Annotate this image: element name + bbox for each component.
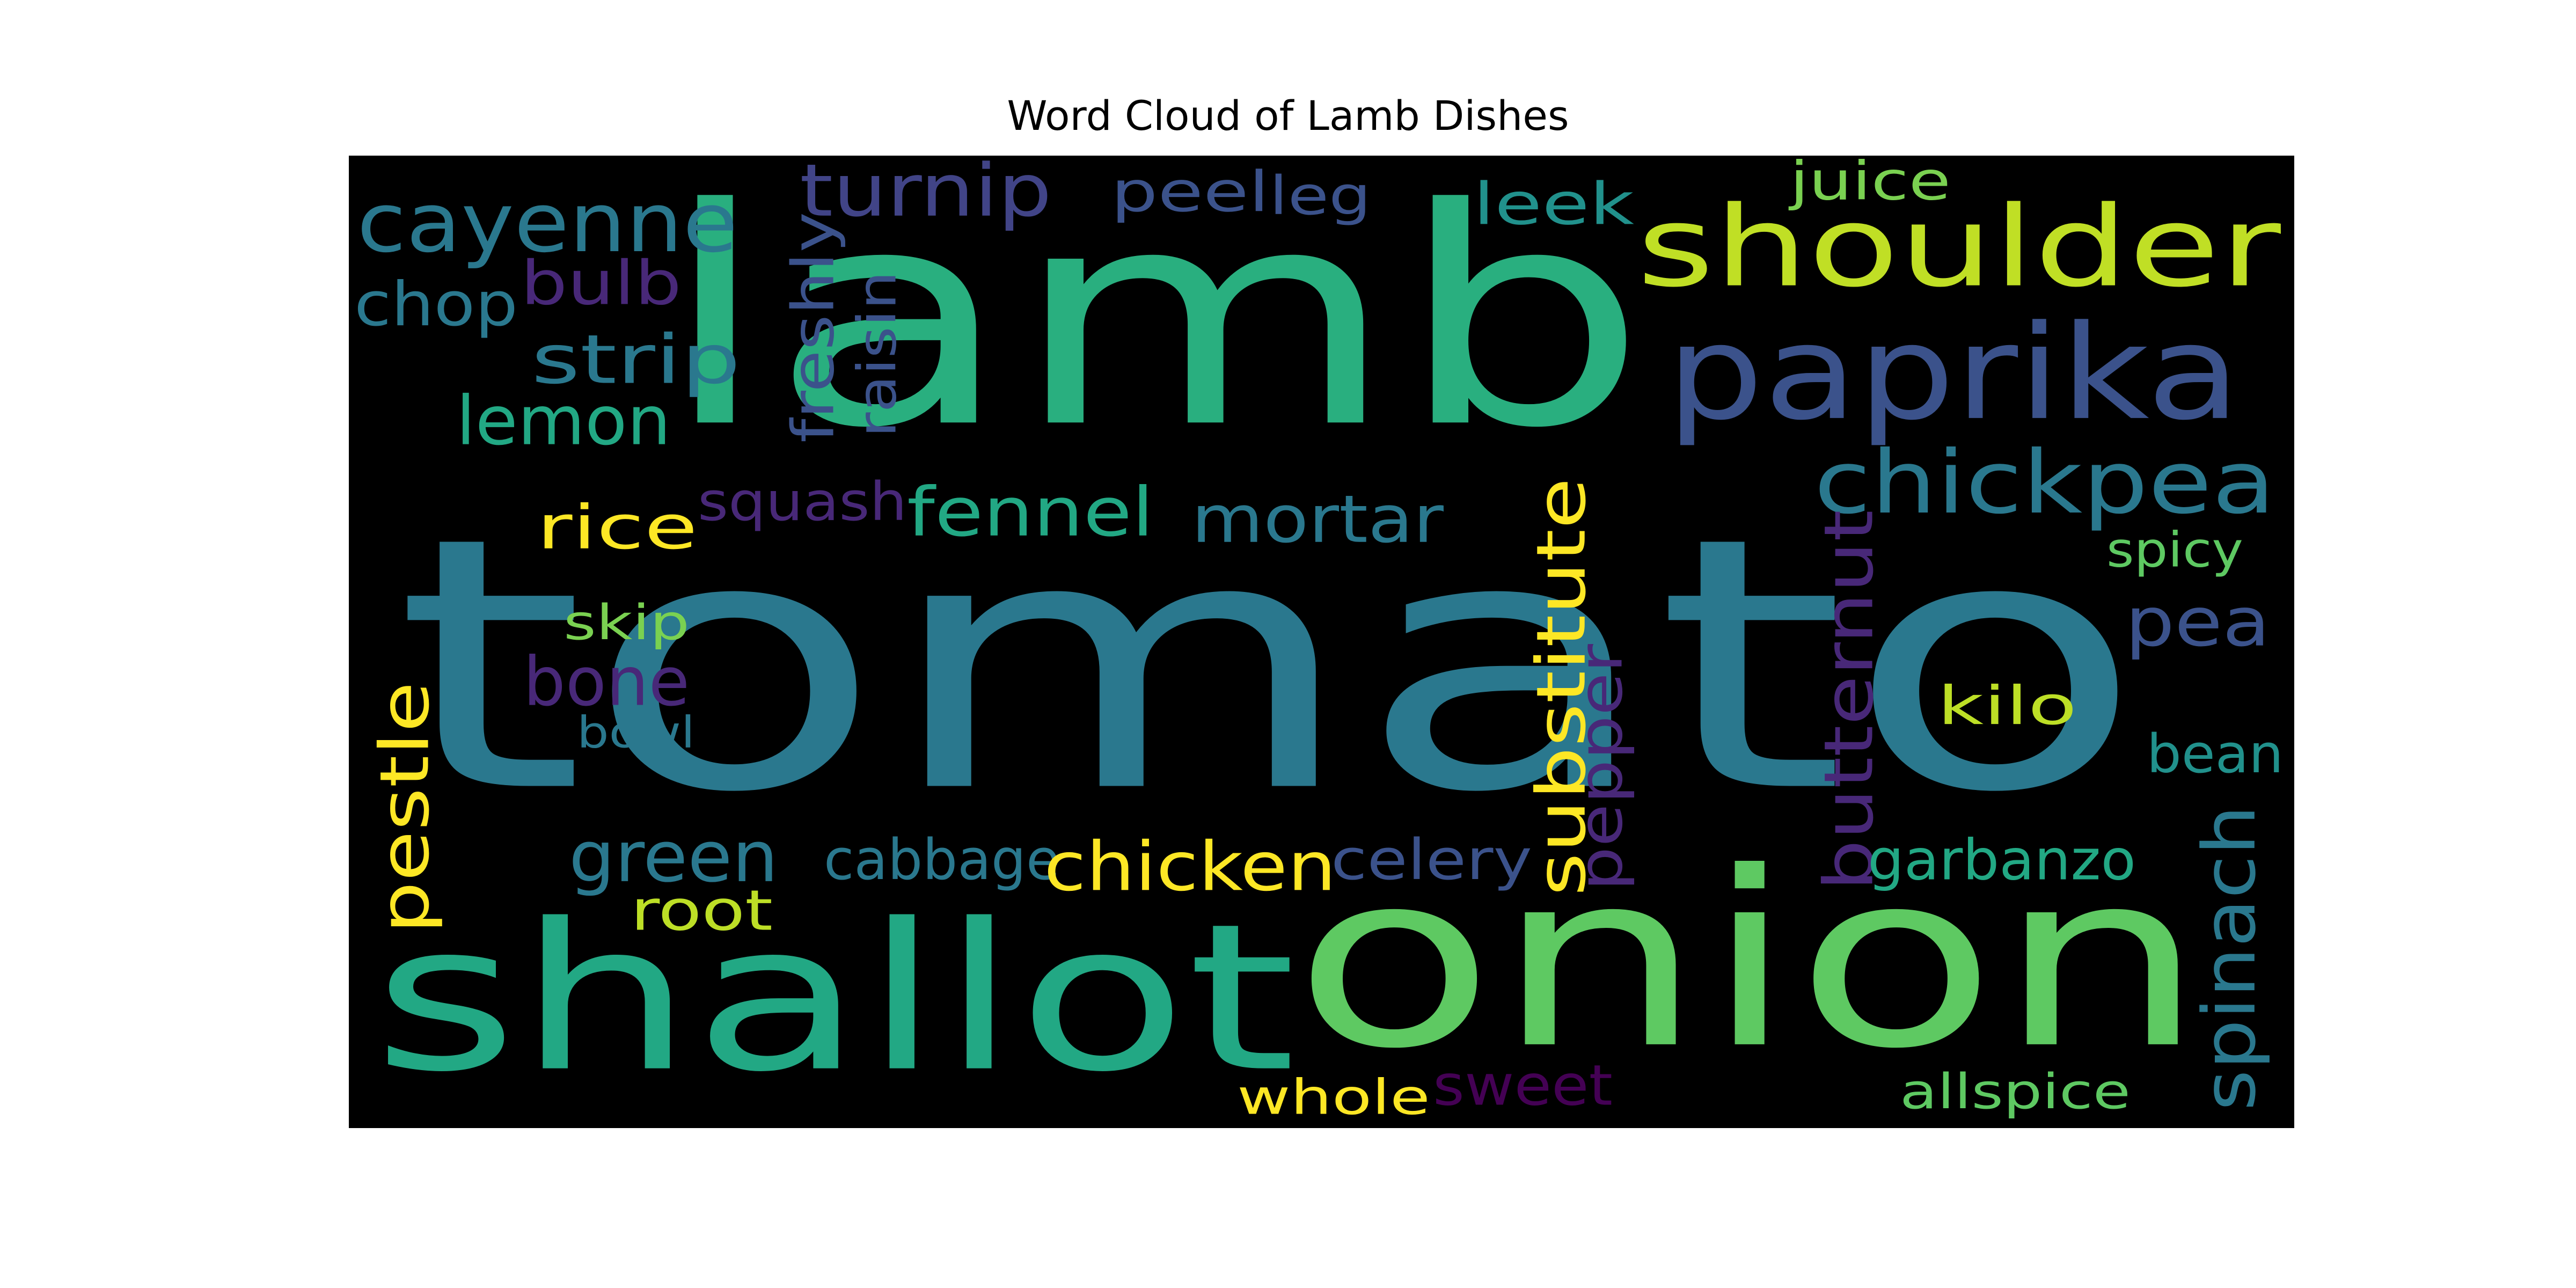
word-green: green xyxy=(569,817,778,898)
word-freshly: freshly xyxy=(779,212,847,443)
word-whole: whole xyxy=(1237,1070,1430,1125)
word-cabbage: cabbage xyxy=(824,828,1060,892)
word-cayenne: cayenne xyxy=(357,175,738,271)
word-shoulder: shoulder xyxy=(1637,182,2281,312)
word-shallot: shallot xyxy=(373,880,1296,1116)
word-bean: bean xyxy=(2147,723,2284,785)
word-raisin: raisin xyxy=(846,271,908,437)
word-fennel: fennel xyxy=(907,473,1154,552)
word-chicken: chicken xyxy=(1044,828,1336,906)
word-spicy: spicy xyxy=(2106,522,2243,579)
word-bone: bone xyxy=(523,642,690,721)
word-bulb: bulb xyxy=(521,248,682,319)
word-lamb: lamb xyxy=(660,145,1648,493)
word-chop: chop xyxy=(354,269,518,340)
word-leg: leg xyxy=(1269,165,1371,226)
word-rice: rice xyxy=(537,492,698,563)
word-leek: leek xyxy=(1473,170,1634,238)
chart-title: Word Cloud of Lamb Dishes xyxy=(1007,92,1569,140)
word-pestle: pestle xyxy=(366,682,444,934)
word-juice: juice xyxy=(1788,150,1951,211)
word-allspice: allspice xyxy=(1900,1064,2131,1120)
word-turnip: turnip xyxy=(800,148,1052,233)
word-kilo: kilo xyxy=(1937,675,2077,736)
word-garbanzo: garbanzo xyxy=(1868,828,2136,892)
word-celery: celery xyxy=(1331,828,1532,892)
word-paprika: paprika xyxy=(1666,297,2241,449)
word-lemon: lemon xyxy=(456,382,671,461)
word-substitute: substitute xyxy=(1523,478,1601,896)
word-spinach: spinach xyxy=(2188,805,2272,1111)
word-onion: onion xyxy=(1293,820,2206,1101)
word-skip: skip xyxy=(564,594,690,650)
word-strip: strip xyxy=(531,320,741,399)
word-pepper: pepper xyxy=(1565,643,1636,891)
word-peel: peel xyxy=(1111,159,1269,224)
cloud-background xyxy=(349,156,2294,1128)
word-chickpea: chickpea xyxy=(1814,433,2275,533)
word-pea: pea xyxy=(2125,583,2270,662)
word-root: root xyxy=(631,879,773,943)
word-sweet: sweet xyxy=(1433,1053,1613,1118)
word-butternut: butternut xyxy=(1809,510,1888,891)
word-bowl: bowl xyxy=(577,707,695,758)
word-mortar: mortar xyxy=(1191,481,1444,558)
word-tomato: tomato xyxy=(394,463,2144,868)
word-squash: squash xyxy=(698,471,907,533)
